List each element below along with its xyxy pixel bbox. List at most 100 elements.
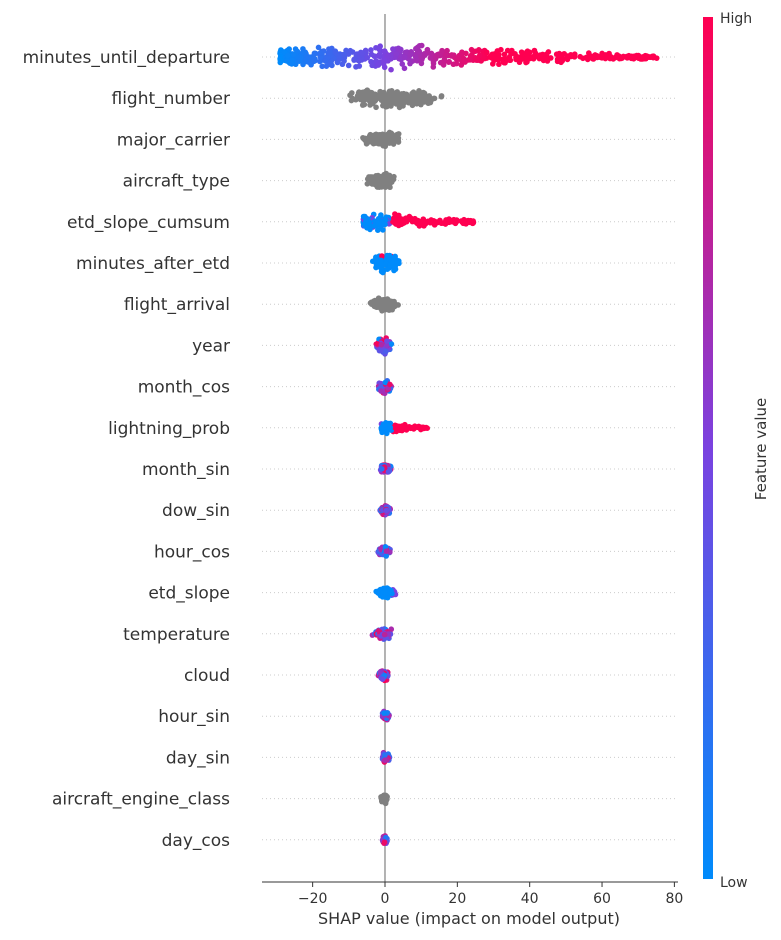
- shap-point: [590, 55, 596, 62]
- shap-point: [319, 63, 325, 70]
- feature-label: day_cos: [162, 831, 231, 851]
- shap-point: [418, 97, 425, 104]
- shap-point: [556, 57, 563, 64]
- x-axis-label: SHAP value (impact on model output): [318, 909, 620, 928]
- shap-point: [407, 51, 414, 58]
- shap-point: [343, 47, 349, 54]
- shap-point: [399, 427, 405, 434]
- shap-point: [586, 50, 592, 56]
- feature-label: dow_sin: [162, 501, 230, 521]
- shap-point: [387, 184, 393, 191]
- shap-point: [556, 50, 563, 57]
- shap-point: [317, 54, 324, 61]
- shap-point: [382, 57, 388, 64]
- shap-point: [643, 53, 650, 59]
- shap-point: [430, 64, 437, 70]
- shap-point: [383, 548, 390, 554]
- shap-point: [407, 216, 414, 223]
- shap-point: [375, 227, 381, 233]
- x-tick-label: 0: [381, 891, 390, 907]
- shap-point: [385, 469, 392, 475]
- shap-point: [378, 388, 384, 394]
- shap-point: [284, 52, 291, 59]
- shap-point: [583, 54, 590, 61]
- shap-point: [410, 91, 416, 97]
- shap-point: [348, 97, 355, 104]
- shap-point: [404, 425, 411, 431]
- shap-point: [410, 426, 417, 432]
- shap-point: [368, 174, 374, 180]
- colorbar-gradient: [703, 17, 713, 879]
- shap-point: [381, 710, 387, 716]
- shap-point: [383, 507, 390, 514]
- feature-label: hour_sin: [158, 707, 230, 727]
- shap-point: [420, 425, 427, 431]
- shap-point: [382, 379, 389, 386]
- shap-point: [375, 220, 382, 226]
- shap-point: [361, 96, 368, 103]
- shap-point: [393, 215, 400, 222]
- shap-point: [340, 51, 347, 58]
- shap-point: [441, 220, 447, 226]
- feature-label: month_sin: [142, 460, 230, 480]
- shap-point: [568, 53, 574, 60]
- feature-label: etd_slope_cumsum: [67, 213, 230, 233]
- shap-point: [299, 50, 306, 56]
- shap-point: [509, 47, 515, 54]
- shap-point: [381, 64, 388, 71]
- shap-point: [305, 54, 312, 60]
- shap-point: [381, 839, 388, 845]
- shap-point: [426, 93, 433, 99]
- shap-point: [384, 266, 391, 272]
- shap-point: [300, 61, 306, 68]
- shap-point: [383, 553, 390, 559]
- shap-point: [394, 427, 400, 433]
- shap-point: [414, 44, 421, 51]
- shap-point: [542, 55, 549, 62]
- shap-point: [399, 61, 406, 67]
- shap-point: [277, 56, 284, 63]
- shap-point: [448, 53, 455, 59]
- shap-point: [393, 93, 399, 100]
- x-tick-label: 40: [521, 891, 539, 907]
- shap-point: [381, 631, 388, 638]
- feature-label: temperature: [123, 625, 230, 645]
- shap-point: [378, 259, 384, 265]
- shap-point: [387, 254, 394, 261]
- shap-point: [393, 51, 400, 57]
- feature-label: flight_number: [111, 89, 230, 109]
- shap-point: [496, 61, 502, 68]
- shap-point: [371, 132, 378, 138]
- shap-point: [364, 54, 371, 61]
- shap-point: [455, 55, 462, 62]
- feature-labels: minutes_until_departure flight_numbermajo…: [23, 48, 231, 851]
- beeswarm-points: [277, 42, 660, 846]
- shap-point: [524, 55, 530, 62]
- shap-point: [379, 594, 386, 600]
- colorbar-low-label: Low: [720, 875, 748, 891]
- shap-point: [412, 53, 419, 60]
- colorbar-title: Feature value: [752, 398, 770, 500]
- shap-point: [377, 95, 383, 101]
- shap-point: [450, 61, 457, 68]
- shap-point: [387, 381, 393, 388]
- feature-label: major_carrier: [117, 130, 230, 150]
- shap-point: [374, 589, 381, 596]
- feature-label: minutes_after_etd: [76, 254, 230, 274]
- shap-point: [375, 62, 382, 68]
- shap-point: [378, 341, 385, 348]
- shap-point: [311, 58, 317, 65]
- shap-point: [290, 51, 297, 58]
- shap-point: [501, 51, 508, 58]
- shap-point: [391, 98, 398, 104]
- shap-point: [384, 133, 391, 139]
- shap-point: [390, 219, 396, 225]
- shap-point: [427, 55, 434, 61]
- shap-point: [434, 52, 441, 59]
- shap-point: [450, 219, 457, 225]
- shap-point: [360, 134, 366, 141]
- shap-point: [443, 52, 449, 58]
- shap-point: [284, 58, 291, 64]
- shap-point: [327, 49, 333, 55]
- shap-point: [469, 51, 475, 58]
